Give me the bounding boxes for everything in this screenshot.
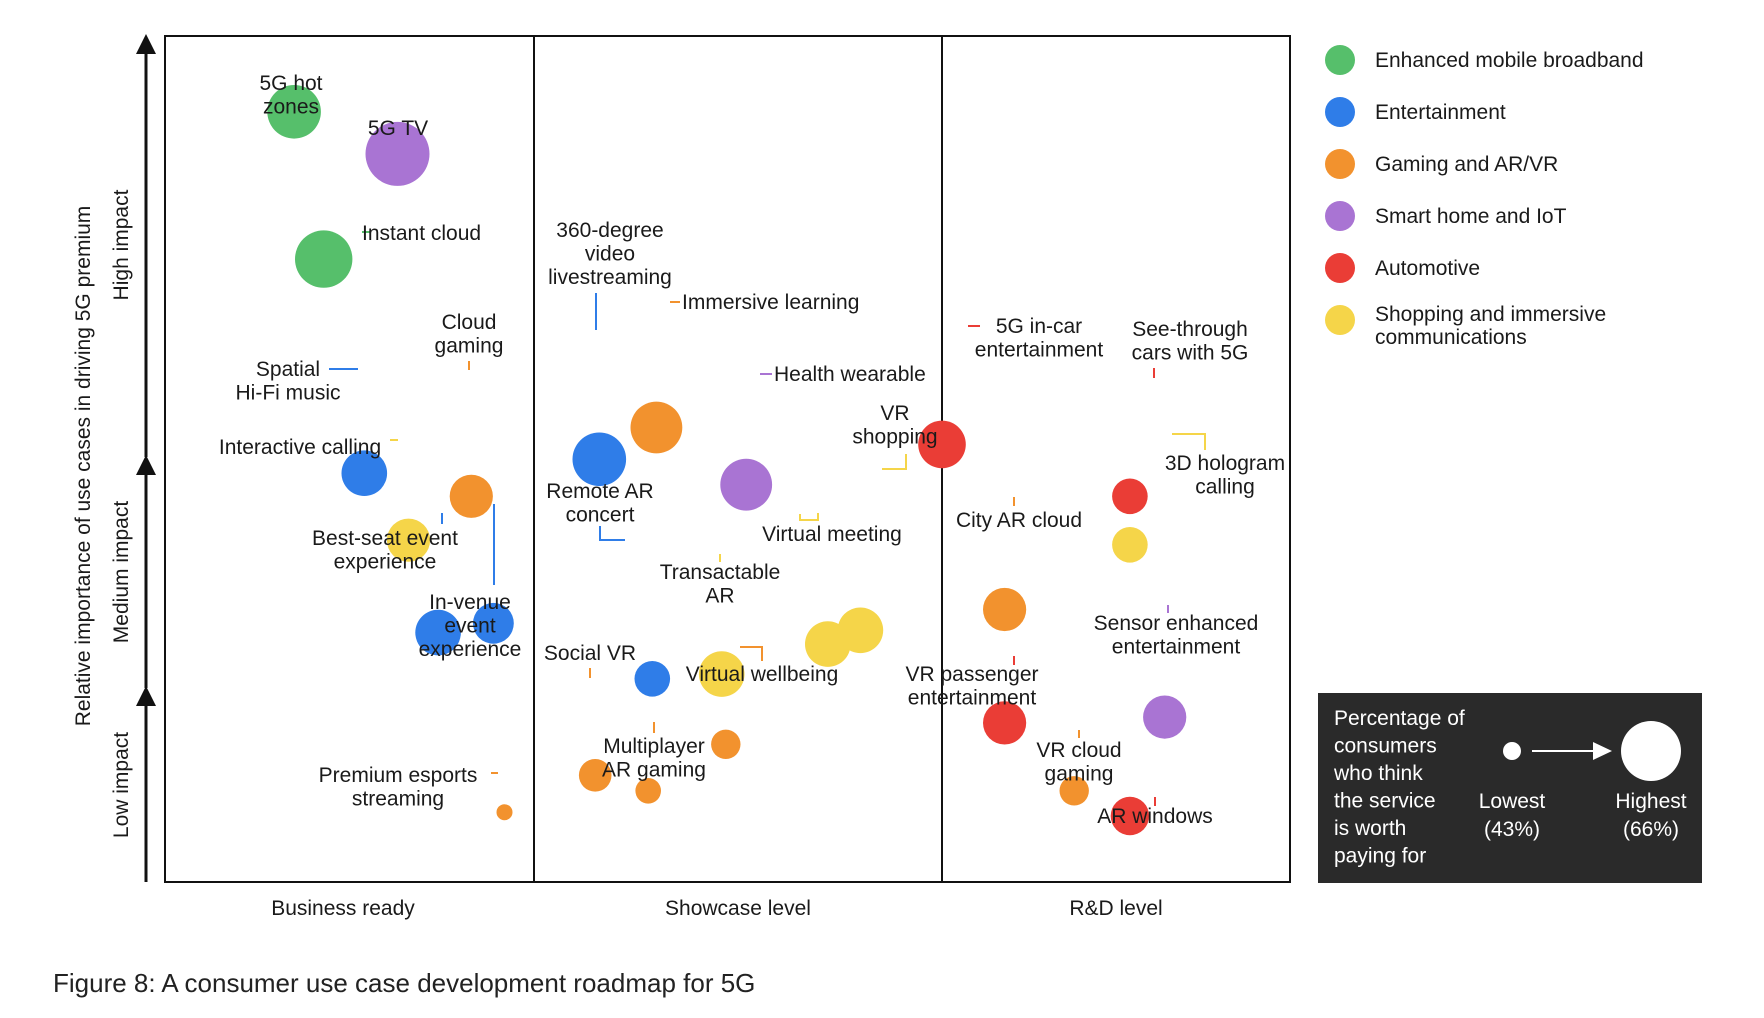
x-stage-label: R&D level xyxy=(1069,897,1162,920)
bubble-best-seat-event-experience xyxy=(415,609,461,656)
bubble-cloud-gaming xyxy=(449,474,493,518)
legend-swatch xyxy=(1325,201,1355,231)
bubble-social-vr xyxy=(578,759,612,792)
bubble-label: City AR cloud xyxy=(956,509,1082,532)
bubble-label: VR passenger entertainment xyxy=(905,663,1038,710)
bubble-label: 3D hologram calling xyxy=(1165,452,1285,499)
bubble-label: See-through cars with 5G xyxy=(1132,318,1249,365)
bubble-360-degree-video-livestreaming xyxy=(572,432,627,487)
bubble-label: Sensor enhanced entertainment xyxy=(1094,612,1259,659)
y-band-label: High impact xyxy=(110,189,133,300)
legend-label: Enhanced mobile broadband xyxy=(1375,49,1644,72)
legend-label: Shopping and immersive communications xyxy=(1375,303,1606,349)
legend-swatch xyxy=(1325,305,1355,335)
bubble-virtual-wellbeing xyxy=(711,729,741,759)
bubble-5g-hot-zones xyxy=(267,85,321,139)
bubble-sensor-enhanced-entertainment xyxy=(1143,695,1187,739)
bubble-label: Virtual meeting xyxy=(762,523,902,546)
size-legend-min-value: (43%) xyxy=(1484,818,1540,841)
legend-swatch xyxy=(1325,45,1355,75)
bubble-label: Virtual wellbeing xyxy=(686,663,839,686)
bubble-label: VR shopping xyxy=(852,402,937,449)
bubble-see-through-cars-with-5g xyxy=(1112,478,1148,515)
bubble-label: In-venue event experience xyxy=(419,591,522,661)
bubble-label: VR cloud gaming xyxy=(1036,739,1121,786)
legend-label: Smart home and IoT xyxy=(1375,205,1567,228)
bubble-label: AR windows xyxy=(1097,805,1213,828)
leader-line xyxy=(599,526,625,541)
bubble-interactive-calling xyxy=(386,518,431,562)
x-stage-label: Business ready xyxy=(271,897,415,920)
bubble-label: Instant cloud xyxy=(362,222,481,245)
bubble-multiplayer-ar-gaming xyxy=(635,778,661,804)
bubble-5g-in-car-entertainment xyxy=(918,420,966,469)
size-legend-arrowhead xyxy=(1593,742,1612,760)
leader-line xyxy=(740,646,763,661)
legend-label: Entertainment xyxy=(1375,101,1506,124)
bubble-label: Health wearable xyxy=(774,363,926,386)
figure-caption: Figure 8: A consumer use case developmen… xyxy=(53,968,756,998)
bubble-city-ar-cloud xyxy=(983,587,1027,632)
bubble-ar-windows xyxy=(1110,796,1150,836)
bubble-vr-shopping xyxy=(837,607,884,654)
bubble-label: Cloud gaming xyxy=(435,311,504,358)
leader-line xyxy=(1172,433,1206,450)
bubble-3d-hologram-calling xyxy=(1112,527,1148,563)
size-legend-min-label: Lowest xyxy=(1479,790,1546,813)
bubble-instant-cloud xyxy=(295,230,353,288)
x-stage-label: Showcase level xyxy=(665,897,811,920)
bubble-transactable-ar xyxy=(698,651,745,697)
bubble-label: 5G hot zones xyxy=(259,72,322,119)
bubble-label: Best-seat event experience xyxy=(312,527,458,574)
y-axis-title: Relative importance of use cases in driv… xyxy=(72,206,95,727)
bubble-label: Remote AR concert xyxy=(546,480,653,527)
bubble-health-wearable xyxy=(720,458,773,511)
y-axis-arrowhead xyxy=(136,34,156,54)
bubble-premium-esports-streaming xyxy=(496,804,513,821)
bubble-label: 5G in-car entertainment xyxy=(975,315,1104,362)
bubble-remote-ar-concert xyxy=(634,661,671,697)
size-legend-max-label: Highest xyxy=(1615,790,1686,813)
y-band-label: Low impact xyxy=(110,732,133,838)
size-legend-min-bubble xyxy=(1503,742,1521,760)
bubble-label: 360-degree video livestreaming xyxy=(548,219,672,289)
bubble-label: Interactive calling xyxy=(219,436,381,459)
bubble-5g-tv xyxy=(365,121,430,186)
legend-label: Automotive xyxy=(1375,257,1480,280)
legend-swatch xyxy=(1325,97,1355,127)
y-axis-arrowhead xyxy=(136,686,156,706)
bubble-spatial-hi-fi-music xyxy=(341,450,388,497)
bubble-vr-passenger-entertainment xyxy=(983,701,1027,745)
bubble-label: Social VR xyxy=(544,642,636,665)
y-axis-arrowhead xyxy=(136,455,156,475)
legend-label: Gaming and AR/VR xyxy=(1375,153,1558,176)
bubble-label: Premium esports streaming xyxy=(319,764,478,811)
bubble-label: Spatial Hi-Fi music xyxy=(236,358,341,405)
y-band-label: Medium impact xyxy=(110,501,133,644)
legend-swatch xyxy=(1325,253,1355,283)
size-legend-max-value: (66%) xyxy=(1623,818,1679,841)
bubble-immersive-learning xyxy=(630,401,683,454)
leader-line xyxy=(882,454,907,470)
size-legend-max-bubble xyxy=(1621,721,1681,781)
plot-frame xyxy=(164,35,1291,883)
bubble-in-venue-event-experience xyxy=(473,602,514,644)
size-legend-title: Percentage of consumers who think the servi… xyxy=(1333,707,1465,868)
bubble-label: Immersive learning xyxy=(682,291,859,314)
leader-line xyxy=(799,513,819,521)
bubble-label: Transactable AR xyxy=(660,561,781,608)
legend-swatch xyxy=(1325,149,1355,179)
bubble-vr-cloud-gaming xyxy=(1059,776,1089,806)
bubble-label: Multiplayer AR gaming xyxy=(602,735,706,782)
bubble-label: 5G TV xyxy=(368,117,428,140)
